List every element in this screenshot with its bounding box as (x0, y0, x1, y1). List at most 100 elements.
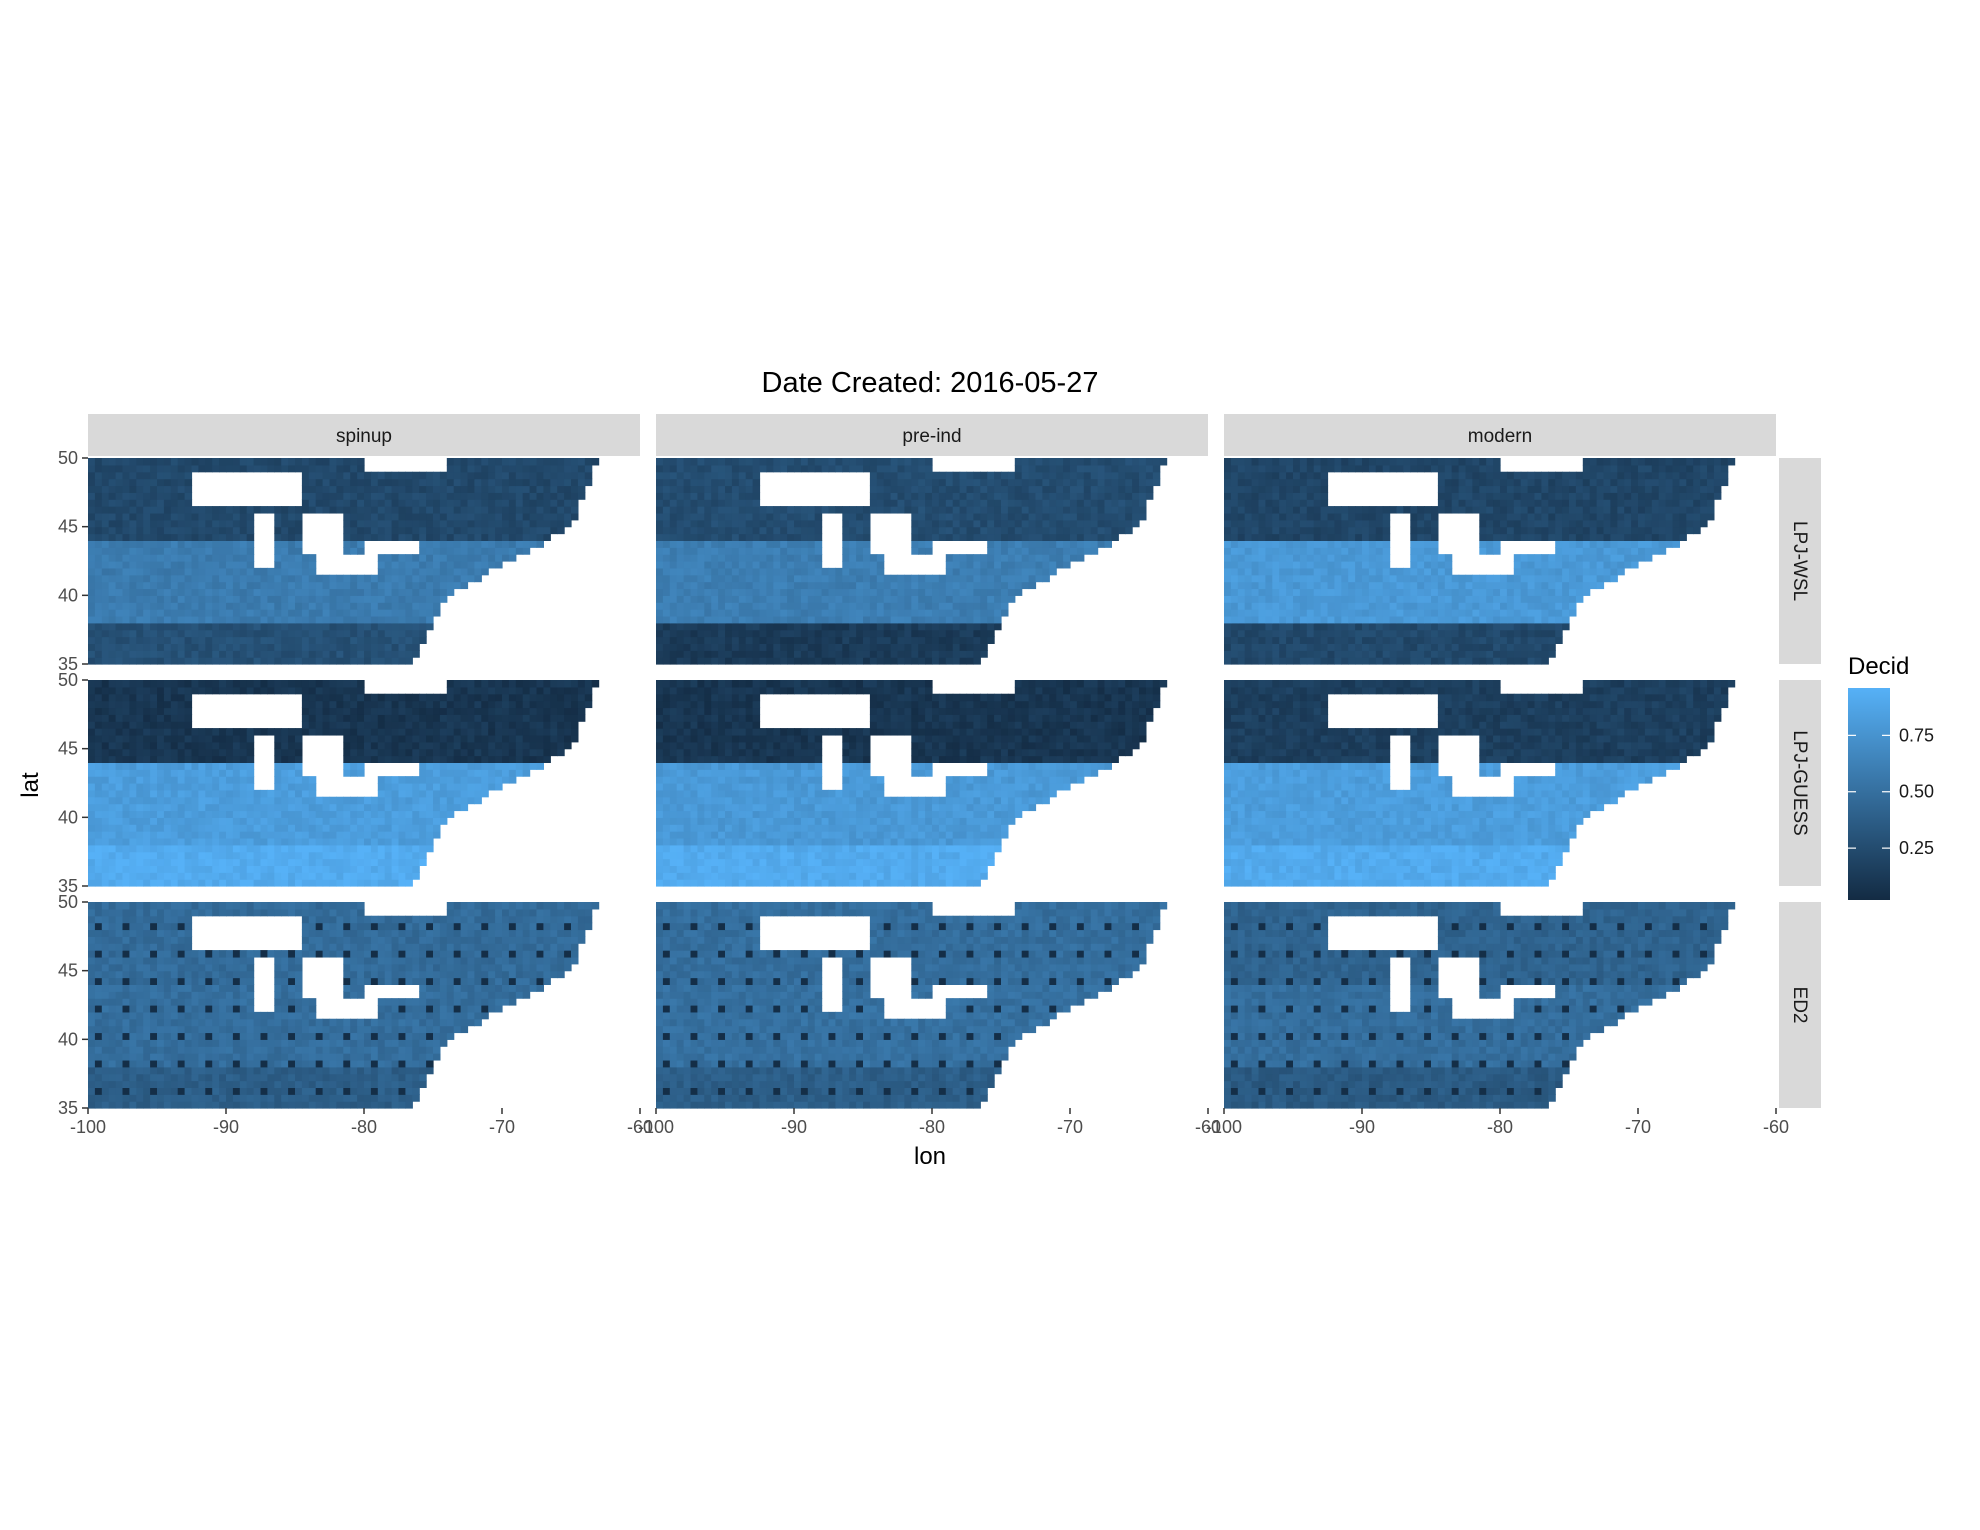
heat-cell (870, 650, 878, 657)
heat-cell (1403, 582, 1411, 589)
heat-cell (371, 499, 379, 506)
heat-cell (192, 616, 200, 623)
heat-cell (447, 561, 455, 568)
heat-cell (109, 657, 117, 664)
heat-cell (281, 527, 289, 534)
heat-cell (849, 506, 857, 513)
heat-cell (1238, 630, 1246, 637)
heat-cell (856, 527, 864, 534)
heat-cell (219, 520, 227, 527)
heat-cell (801, 506, 809, 513)
heat-cell (1438, 499, 1446, 506)
heat-cell (794, 582, 802, 589)
heat-cell (1445, 602, 1453, 609)
heat-cell (794, 609, 802, 616)
heat-cell (88, 506, 96, 513)
heat-cell (343, 485, 351, 492)
panel-lpj-wsl-pre-ind (656, 458, 1167, 665)
heat-cell (884, 650, 892, 657)
heat-cell (691, 547, 699, 554)
heat-cell (1077, 534, 1085, 541)
heat-cell (1300, 527, 1308, 534)
heat-cell (226, 595, 234, 602)
heat-cell (1555, 609, 1563, 616)
heat-cell (898, 602, 906, 609)
heat-cell (1077, 540, 1085, 547)
heat-cell (399, 479, 407, 486)
heat-cell (1438, 568, 1446, 575)
heat-cell (233, 657, 241, 664)
heat-cell (1272, 588, 1280, 595)
heat-cell (1659, 534, 1667, 541)
heat-cell (1445, 582, 1453, 589)
heat-cell (157, 630, 165, 637)
heat-cell (994, 499, 1002, 506)
heat-cell (364, 623, 372, 630)
heat-cell (760, 595, 768, 602)
heat-cell (461, 568, 469, 575)
heat-cell (656, 602, 664, 609)
heat-cell (1403, 602, 1411, 609)
heat-cell (1272, 650, 1280, 657)
heat-cell (295, 879, 303, 886)
heat-cell (537, 520, 545, 527)
heat-cell (746, 554, 754, 561)
heat-cell (295, 561, 303, 568)
heat-cell (1403, 623, 1411, 630)
heat-cell (129, 513, 137, 520)
heat-cell (1417, 657, 1425, 664)
heat-cell (157, 595, 165, 602)
heat-cell (925, 609, 933, 616)
heat-cell (829, 637, 837, 644)
heat-cell (1397, 650, 1405, 657)
heat-cell (309, 602, 317, 609)
heat-cell (1293, 595, 1301, 602)
heat-cell (1279, 527, 1287, 534)
heat-cell (711, 506, 719, 513)
heat-cell (1500, 520, 1508, 527)
heat-cell (987, 485, 995, 492)
heat-cell (1321, 637, 1329, 644)
heat-cell (815, 520, 823, 527)
heat-cell (412, 479, 420, 486)
heat-cell (808, 575, 816, 582)
heat-cell (946, 561, 954, 568)
heat-cell (911, 595, 919, 602)
heat-cell (953, 527, 961, 534)
heat-cell (1118, 485, 1126, 492)
heat-cell (1029, 520, 1037, 527)
heat-cell (95, 492, 103, 499)
heat-cell (261, 616, 269, 623)
heat-cell (433, 492, 441, 499)
heat-cell (684, 465, 692, 472)
heat-cell (1548, 513, 1556, 520)
heat-cell (178, 534, 186, 541)
heat-cell (1015, 547, 1023, 554)
heat-cell (192, 520, 200, 527)
heat-cell (219, 582, 227, 589)
heat-cell (911, 582, 919, 589)
heat-cell (1452, 657, 1460, 664)
heat-cell (1493, 513, 1501, 520)
heat-cell (1714, 479, 1722, 486)
heat-cell (385, 650, 393, 657)
heat-cell (488, 527, 496, 534)
heat-cell (302, 616, 310, 623)
heat-cell (1562, 506, 1570, 513)
heat-cell (718, 520, 726, 527)
heat-cell (302, 588, 310, 595)
heat-cell (704, 513, 712, 520)
heat-cell (1597, 534, 1605, 541)
heat-cell (1417, 561, 1425, 568)
heat-cell (1231, 540, 1239, 547)
heat-cell (670, 485, 678, 492)
heat-cell (663, 609, 671, 616)
heat-cell (1410, 506, 1418, 513)
heat-cell (1084, 499, 1092, 506)
heat-cell (102, 513, 110, 520)
heat-cell (1231, 499, 1239, 506)
heat-cell (773, 637, 781, 644)
heat-cell (670, 616, 678, 623)
heat-cell (136, 643, 144, 650)
